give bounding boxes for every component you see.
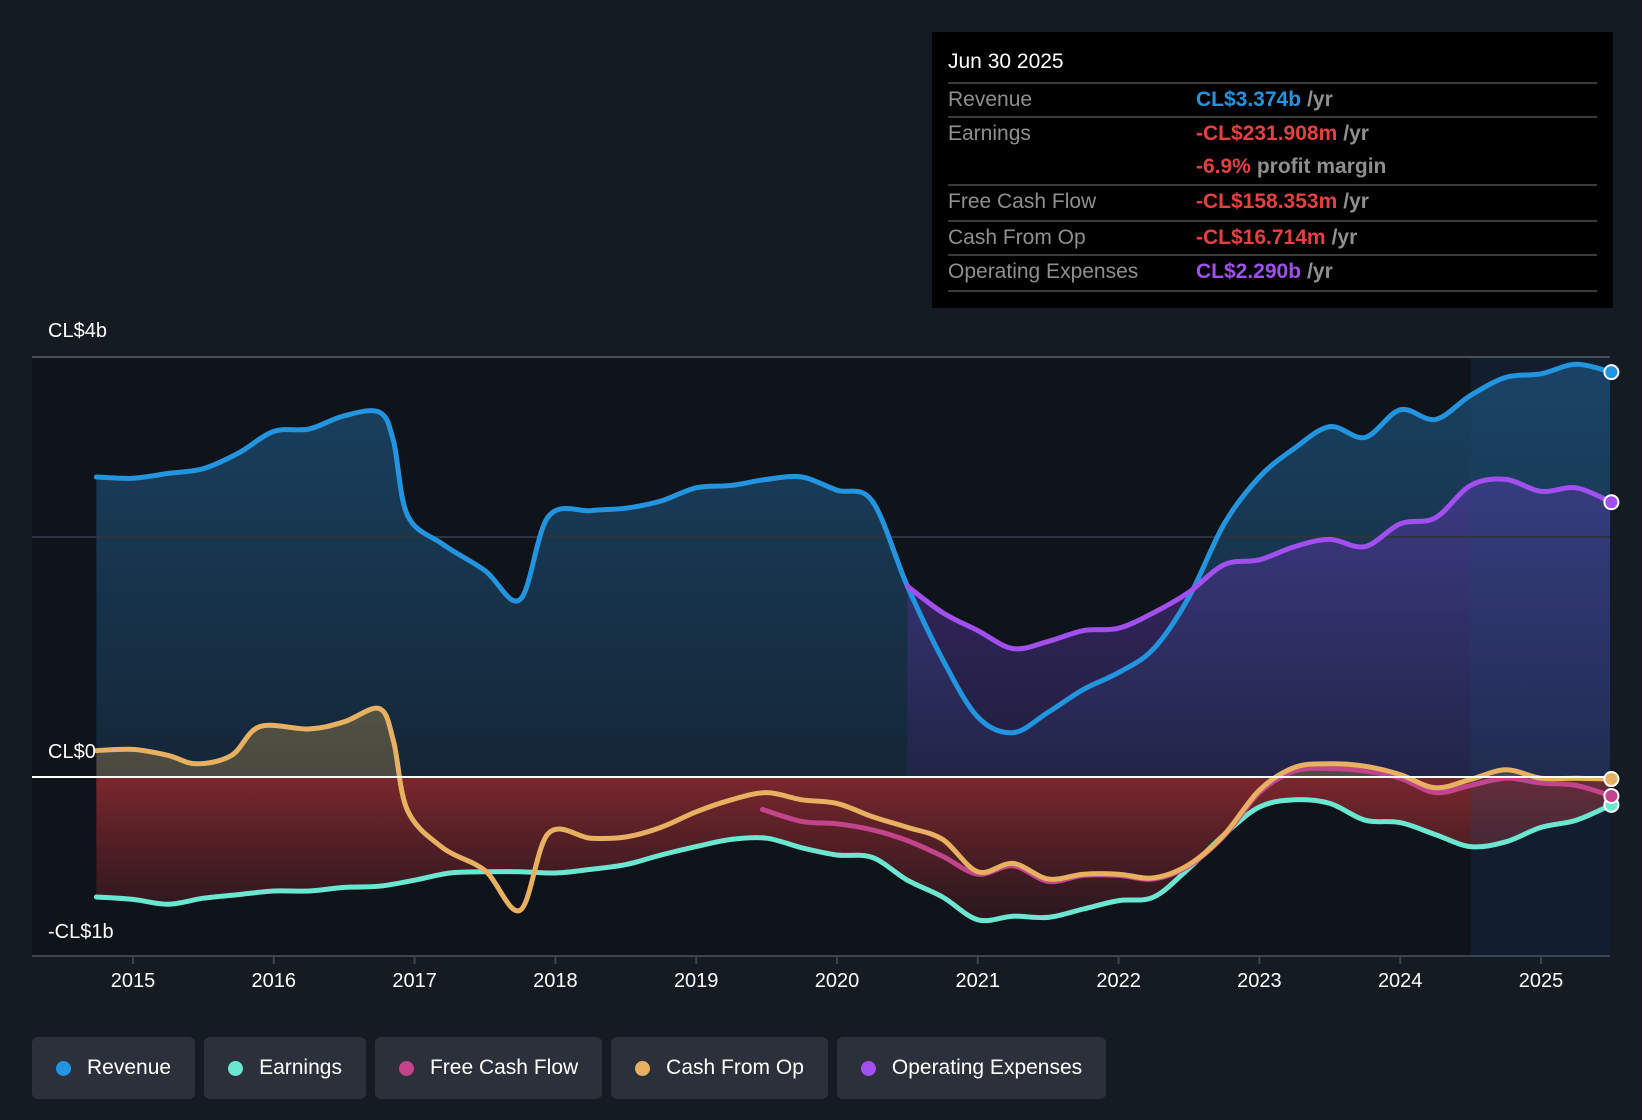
unit-text: /yr: [1331, 226, 1358, 249]
x-tick-label: 2016: [251, 970, 297, 992]
earnings-area: [96, 777, 1610, 921]
legend-item-cash-from-op[interactable]: Cash From Op: [611, 1037, 828, 1099]
x-tick-label: 2021: [955, 970, 1001, 992]
value-text: -6.9%: [1196, 155, 1251, 178]
dot-icon: [860, 1060, 876, 1076]
tooltip-value: -CL$158.353m/yr: [1196, 190, 1369, 214]
cash-from-op-area: [96, 708, 1610, 777]
unit-text: /yr: [1343, 122, 1369, 145]
tooltip-label: Earnings: [948, 122, 1031, 145]
x-tick-label: 2020: [814, 970, 860, 992]
tooltip-label: Cash From Op: [948, 226, 1086, 249]
value-text: -CL$231.908m: [1196, 122, 1338, 145]
unit-text: profit margin: [1256, 155, 1387, 178]
tooltip-label: Free Cash Flow: [948, 190, 1097, 213]
tooltip-label: Revenue: [948, 88, 1033, 111]
unit-text: /yr: [1343, 190, 1369, 213]
endpoint-marker: [1603, 364, 1620, 381]
value-text: -CL$158.353m: [1196, 190, 1338, 213]
legend-item-earnings[interactable]: Earnings: [204, 1037, 366, 1099]
value-text: -CL$16.714m: [1196, 226, 1326, 249]
y-label-top: CL$4b: [48, 320, 107, 342]
tooltip-row-opex: Operating Expenses CL$2.290b/yr: [948, 254, 1597, 288]
series-line-earnings: [93, 797, 1610, 924]
x-tick-label: 2015: [110, 970, 156, 992]
tooltip-value: CL$2.290b/yr: [1196, 260, 1333, 284]
tooltip-row-revenue: Revenue CL$3.374b/yr: [948, 82, 1597, 116]
tooltip-row-fcf: Free Cash Flow -CL$158.353m/yr: [948, 184, 1597, 218]
legend-label: Operating Expenses: [891, 1056, 1083, 1079]
dot-icon: [635, 1060, 651, 1076]
endpoint-marker: [1603, 787, 1620, 804]
unit-text: /yr: [1307, 260, 1333, 283]
tooltip-row-earnings: Earnings -CL$231.908m/yr -6.9% profit mar…: [948, 116, 1597, 184]
x-tick-label: 2017: [392, 970, 437, 992]
series-line-revenue: [93, 361, 1610, 736]
legend-item-free-cash-flow[interactable]: Free Cash Flow: [374, 1037, 603, 1099]
x-tick-label: 2018: [533, 970, 578, 992]
y-label-bottom: -CL$1b: [48, 921, 114, 943]
endpoint-marker: [1603, 494, 1620, 511]
legend-label: Revenue: [87, 1056, 172, 1079]
y-label-zero: CL$0: [48, 741, 96, 763]
tooltip-date: Jun 30 2025: [948, 50, 1064, 73]
tooltip-value: CL$3.374b/yr: [1196, 88, 1333, 112]
legend-item-revenue[interactable]: Revenue: [32, 1037, 196, 1099]
legend-label: Cash From Op: [666, 1056, 804, 1079]
endpoint-marker: [1603, 771, 1620, 788]
unit-text: /yr: [1307, 88, 1333, 111]
x-tick-label: 2025: [1518, 970, 1564, 992]
tooltip-label: Operating Expenses: [948, 260, 1139, 283]
opex-area: [907, 479, 1610, 777]
tooltip-profit-margin: -6.9% profit margin: [1196, 155, 1386, 179]
x-tick-label: 2024: [1377, 970, 1423, 992]
legend-label: Free Cash Flow: [429, 1056, 579, 1079]
legend: Revenue Earnings Free Cash Flow Cash Fro…: [32, 1037, 1107, 1099]
value-text: CL$3.374b: [1196, 88, 1302, 111]
series-line-cash-from-op: [93, 705, 1610, 914]
tooltip-divider: [948, 290, 1597, 292]
legend-label: Earnings: [259, 1056, 342, 1079]
tooltip: Jun 30 2025 Revenue CL$3.374b/yr Earning…: [932, 32, 1613, 308]
tooltip-value: -CL$16.714m/yr: [1196, 226, 1357, 250]
value-text: CL$2.290b: [1196, 260, 1302, 283]
x-tick-label: 2023: [1237, 970, 1282, 992]
tooltip-value: -CL$231.908m/yr: [1196, 122, 1369, 146]
legend-item-operating-expenses[interactable]: Operating Expenses: [836, 1037, 1107, 1099]
series-line-operating-expenses: [904, 476, 1610, 652]
tooltip-row-cfo: Cash From Op -CL$16.714m/yr: [948, 220, 1597, 254]
dot-icon: [56, 1060, 71, 1076]
highlight-band: [1470, 357, 1610, 956]
x-tick-label: 2019: [673, 970, 719, 992]
x-tick-label: 2022: [1096, 970, 1141, 992]
dot-icon: [398, 1060, 414, 1076]
dot-icon: [228, 1060, 244, 1076]
